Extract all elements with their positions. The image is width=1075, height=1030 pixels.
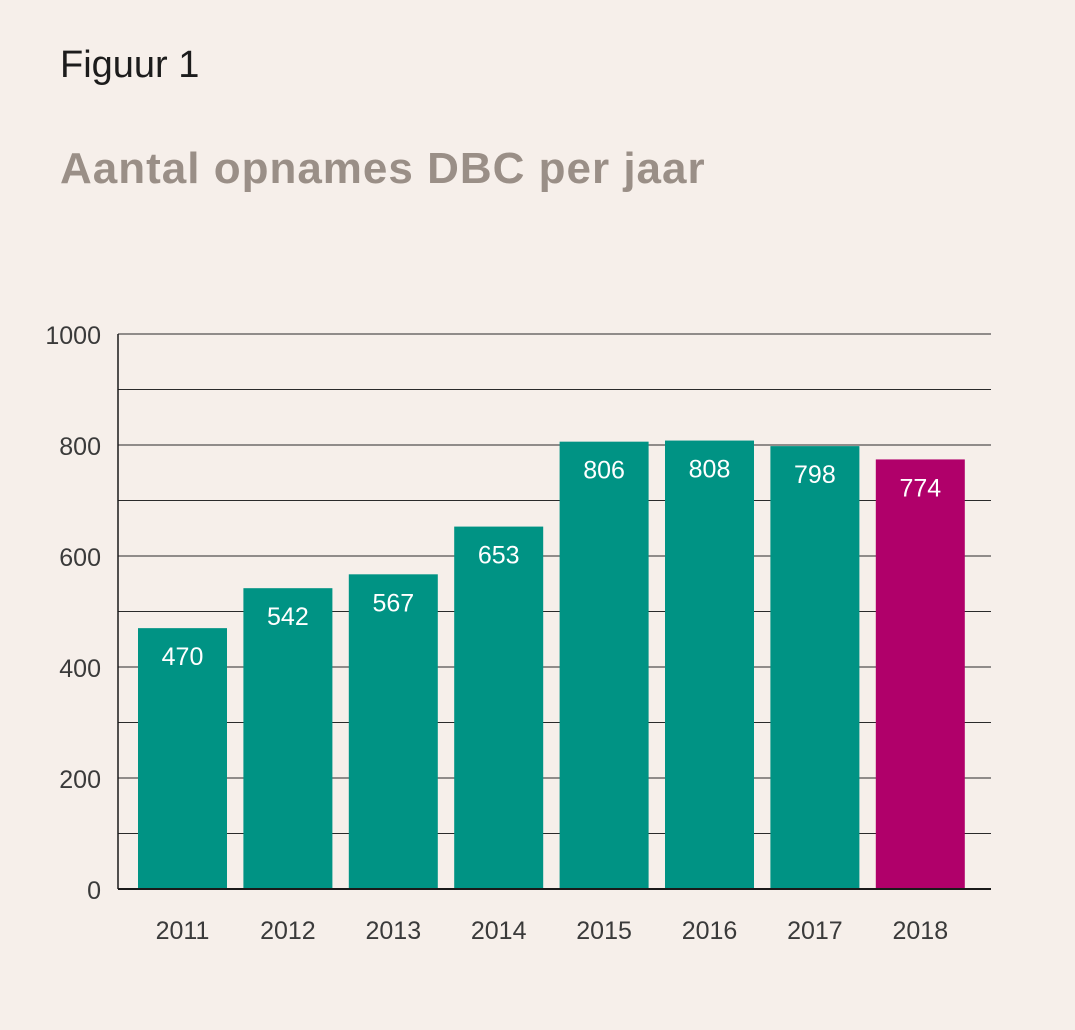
x-tick-label: 2014 xyxy=(471,917,527,945)
bar-value-label: 798 xyxy=(794,461,836,489)
bar-value-label: 567 xyxy=(372,589,414,617)
bar-2012 xyxy=(243,588,333,889)
bar-2017 xyxy=(770,446,860,889)
bar-2016 xyxy=(665,440,754,889)
bars xyxy=(138,440,965,889)
x-tick-label: 2016 xyxy=(682,917,738,945)
bar-2013 xyxy=(348,574,438,889)
bar-2015 xyxy=(559,441,649,889)
x-tick-label: 2012 xyxy=(260,917,316,945)
bar-2011 xyxy=(138,628,227,889)
bar-value-label: 470 xyxy=(162,643,204,671)
x-tick-label: 2011 xyxy=(156,917,210,945)
y-tick-label: 400 xyxy=(59,655,101,683)
bar-value-label: 653 xyxy=(478,542,520,570)
y-tick-label: 1000 xyxy=(45,322,101,350)
bar-value-label: 808 xyxy=(689,456,731,484)
x-tick-label: 2013 xyxy=(365,917,421,945)
y-tick-label: 0 xyxy=(87,877,101,905)
y-tick-label: 200 xyxy=(59,766,101,794)
x-tick-label: 2017 xyxy=(787,917,843,945)
axes xyxy=(117,334,991,890)
y-tick-label: 600 xyxy=(59,544,101,572)
bar-2018 xyxy=(875,459,965,889)
labels: 470 2011 542 2012 567 2013 653 2014 806 2015 808 20… xyxy=(45,322,948,945)
x-tick-label: 2015 xyxy=(576,917,632,945)
bar-value-label: 542 xyxy=(267,603,309,631)
bar-2014 xyxy=(454,526,544,889)
figure-label: Figuur 1 xyxy=(60,44,200,86)
x-tick-label: 2018 xyxy=(892,917,948,945)
bar-value-label: 806 xyxy=(583,457,625,485)
bar-value-label: 774 xyxy=(899,474,941,502)
chart-title: Aantal opnames DBC per jaar xyxy=(60,144,706,193)
y-tick-label: 800 xyxy=(59,433,101,461)
